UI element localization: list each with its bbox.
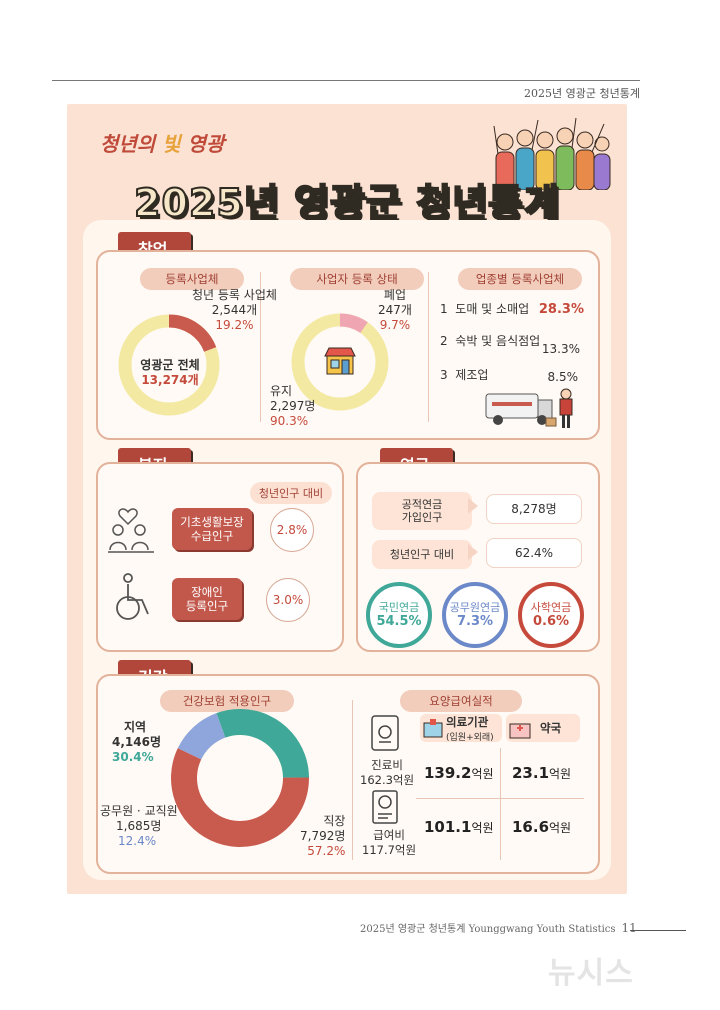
insurance-donut (171, 709, 309, 847)
benefit-pharmacy-value: 16.6억원 (512, 818, 572, 836)
page-header: 2025년 영광군 청년통계 (524, 87, 640, 100)
regional-label: 지역 4,146명 30.4% (112, 720, 161, 764)
pension-ratio-label: 청년인구 대비 (372, 540, 472, 569)
donut-hole (198, 736, 282, 820)
insurance-segment-regional (171, 709, 309, 847)
industry-item: 3 제조업 8.5% (440, 368, 578, 384)
delivery-truck-icon (485, 388, 573, 428)
welfare-recipient-bubble: 2.8% (270, 508, 314, 552)
workplace-label: 직장 7,792명 57.2% (300, 814, 346, 858)
family-icon (108, 508, 154, 553)
hospital-icon (423, 719, 443, 738)
pill-status: 사업자 등록 상태 (290, 268, 424, 290)
page-footer: 2025년 영광군 청년통계 Younggwang Youth Statisti… (360, 921, 637, 935)
status-donut (291, 313, 389, 411)
national-pension-circle: 국민연금 54.5% (366, 582, 432, 648)
divider (352, 700, 353, 860)
welfare-recipient-box: 기초생활보장 수급인구 (172, 508, 252, 550)
industry-item: 2 숙박 및 음식점업 13.3% (440, 334, 580, 356)
pension-ratio-value: 62.4% (486, 538, 582, 568)
treatment-pharmacy-value: 23.1억원 (512, 764, 572, 782)
private-school-pension-circle: 사학연금 0.6% (518, 582, 584, 648)
store-icon (324, 347, 356, 375)
benefit-medical-value: 101.1억원 (424, 818, 494, 836)
pension-enrolled-value: 8,278명 (486, 494, 582, 524)
main-title: 2025년 영광군 청년통계 (133, 180, 560, 226)
insurance-segment-workplace (171, 709, 309, 847)
benefit-cost-label: 급여비 117.7억원 (362, 828, 417, 857)
divider (428, 272, 429, 422)
closed-label: 폐업 247개 9.7% (378, 288, 412, 332)
footer-rule (630, 930, 686, 931)
arrow-icon (468, 544, 478, 560)
welfare-disability-bubble: 3.0% (266, 578, 310, 622)
wheelchair-icon (116, 573, 149, 620)
pill-insurance: 건강보험 적용인구 (160, 690, 294, 712)
page-number: 11 (621, 921, 637, 935)
official-label: 공무원 · 교직원 1,685명 12.4% (100, 804, 178, 848)
medical-institution-sublabel: (입원+외래) (446, 733, 494, 743)
header-rule (52, 80, 640, 81)
pill-welfare: 청년인구 대비 (250, 482, 332, 504)
pharmacy-icon (509, 723, 531, 739)
registered-donut (118, 314, 220, 416)
active-label: 유지 2,297명 90.3% (270, 384, 316, 428)
pharmacy-label: 약국 (540, 721, 562, 735)
total-registered-label: 영광군 전체 13,274개 (140, 358, 200, 387)
youth-people-illustration (493, 117, 611, 190)
treatment-cost-label: 진료비 162.3억원 (360, 758, 415, 787)
medical-institution-label: 의료기관 (446, 715, 489, 729)
pill-industry: 업종별 등록사업체 (458, 268, 582, 290)
youth-registered-label: 청년 등록 사업체 2,544개 19.2% (192, 288, 277, 332)
pension-enrolled-label: 공적연금 가입인구 (372, 492, 472, 530)
medical-clipboard-icon (371, 715, 399, 751)
pill-benefits: 요양급여실적 (400, 690, 522, 712)
pill-registered: 등록사업체 (140, 268, 244, 290)
welfare-disability-box: 장애인 등록인구 (172, 578, 242, 620)
logo: 청년의 빛 영광 (100, 132, 225, 156)
civil-servant-pension-circle: 공무원연금 7.3% (442, 582, 508, 648)
divider (500, 748, 501, 860)
industry-item: 1 도매 및 소매업 28.3% (440, 302, 584, 317)
treatment-medical-value: 139.2억원 (424, 764, 494, 782)
billing-document-icon (372, 790, 398, 824)
watermark: 뉴시스 (548, 956, 634, 991)
arrow-icon (468, 498, 478, 514)
divider (260, 272, 261, 422)
